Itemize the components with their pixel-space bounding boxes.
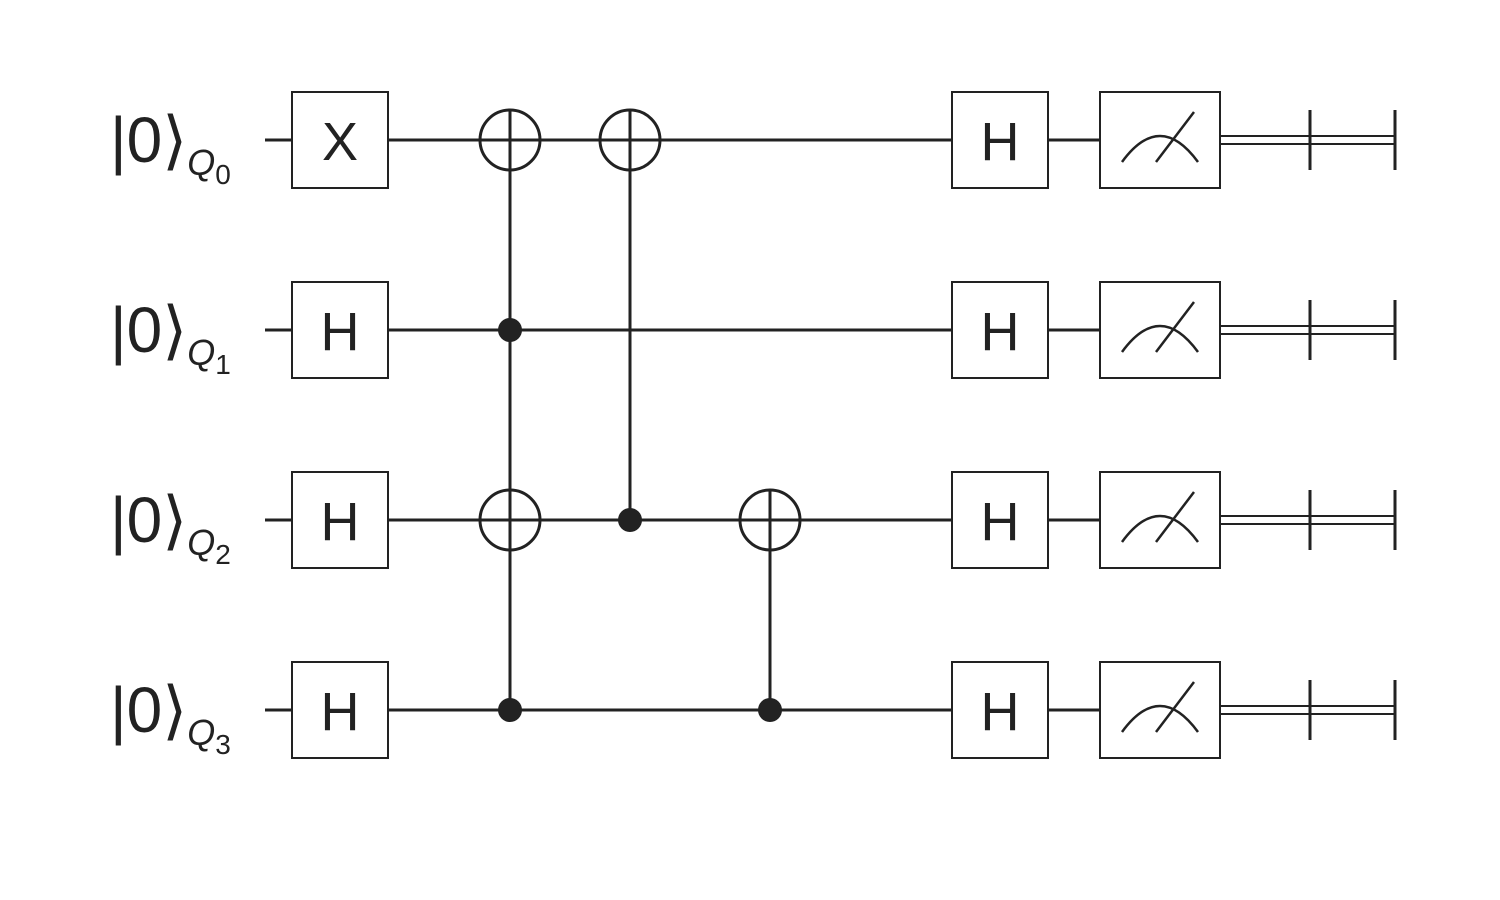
qubit-label-2: |0⟩Q2 xyxy=(110,484,231,570)
ccx-2-ctrl-q3 xyxy=(758,698,782,722)
gate-c1-q1-label: H xyxy=(321,302,360,362)
measure-q2 xyxy=(1100,472,1220,568)
measure-q0 xyxy=(1100,92,1220,188)
gate-c3-q1-label: H xyxy=(981,302,1020,362)
gate-c1-q0-label: X xyxy=(322,112,358,172)
ccx-1-ctrl-q2 xyxy=(618,508,642,532)
gate-c3-q2-label: H xyxy=(981,492,1020,552)
gate-c3-q0-label: H xyxy=(981,112,1020,172)
measure-q3 xyxy=(1100,662,1220,758)
gate-c3-q3-label: H xyxy=(981,682,1020,742)
qubit-label-3: |0⟩Q3 xyxy=(110,674,231,760)
gate-c1-q3-label: H xyxy=(321,682,360,742)
ccx-0-ctrl-q3 xyxy=(498,698,522,722)
qubit-label-0: |0⟩Q0 xyxy=(110,104,231,190)
qubit-label-1: |0⟩Q1 xyxy=(110,294,231,380)
gate-c1-q2-label: H xyxy=(321,492,360,552)
quantum-circuit-diagram: |0⟩Q0 |0⟩Q1 |0⟩Q2 |0⟩Q3 X H H H H H H H xyxy=(0,0,1500,900)
ccx-0-ctrl-q1 xyxy=(498,318,522,342)
measure-q1 xyxy=(1100,282,1220,378)
